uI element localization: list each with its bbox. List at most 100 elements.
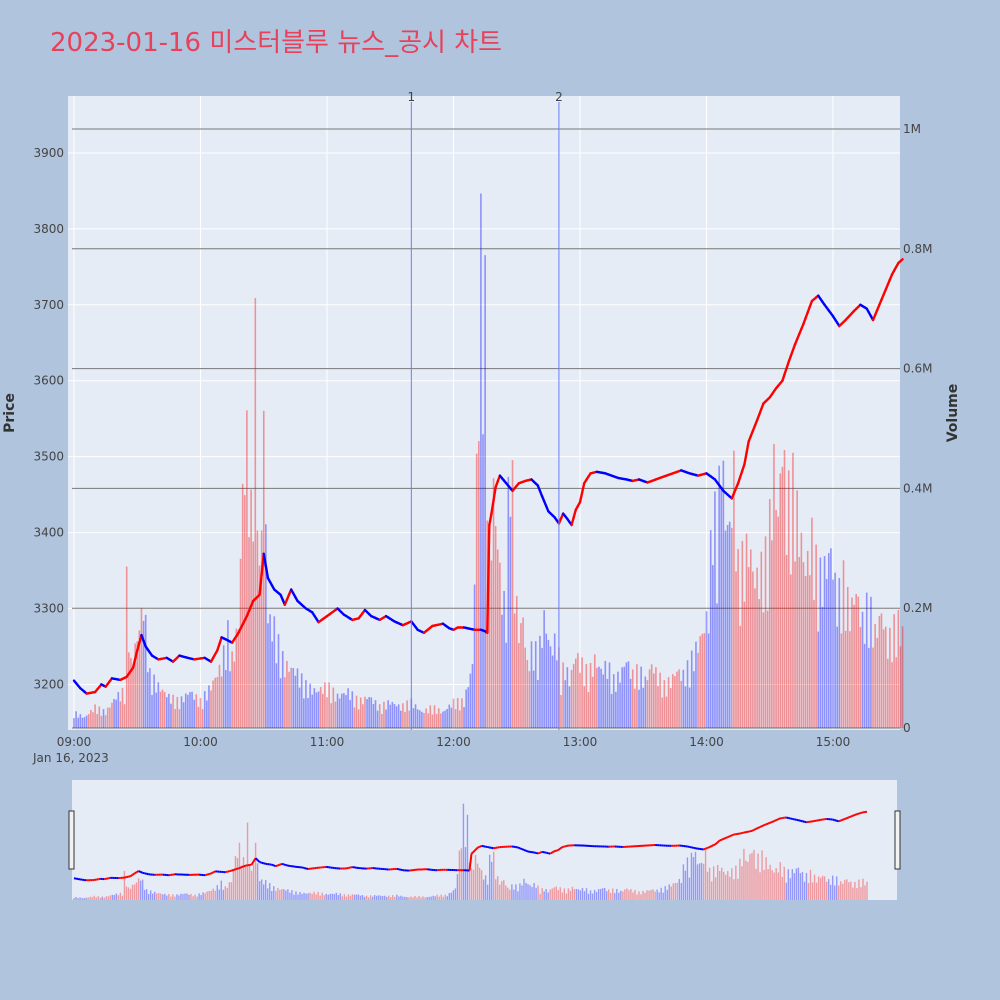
volume-bar — [897, 609, 900, 728]
range-slider-volume-bar — [517, 891, 519, 900]
range-slider-segment — [840, 818, 844, 822]
volume-bar — [210, 690, 212, 728]
range-slider-handle[interactable] — [894, 810, 901, 870]
range-slider-volume-bar — [127, 887, 130, 900]
range-slider-volume-bar — [507, 887, 509, 900]
range-slider-volume-bar — [714, 877, 717, 900]
range-slider-segment — [725, 836, 729, 839]
range-slider-volume-bar — [739, 858, 741, 900]
range-slider-volume-bar — [149, 890, 152, 900]
range-slider-volume-bar — [759, 872, 761, 900]
volume-bar — [511, 460, 514, 728]
range-slider-volume-bar — [135, 882, 138, 900]
volume-bar — [526, 660, 529, 728]
volume-bar — [722, 460, 725, 728]
volume-bar — [168, 693, 170, 728]
volume-bar — [454, 709, 457, 728]
volume-bar — [193, 699, 195, 728]
range-slider-volume-bar — [454, 888, 457, 900]
range-slider-volume-bar — [303, 892, 305, 900]
range-slider-volume-bar — [321, 892, 323, 900]
range-slider-volume-bar — [636, 894, 638, 900]
range-slider-volume-bar — [105, 896, 107, 900]
volume-bar — [475, 453, 478, 728]
volume-bar — [513, 613, 516, 728]
volume-bar — [172, 694, 174, 728]
range-slider-volume-bar — [735, 865, 737, 900]
range-slider-volume-bar — [785, 882, 787, 900]
volume-bar — [225, 670, 227, 728]
volume-bar — [534, 641, 537, 728]
volume-bar — [182, 702, 185, 728]
volume-bar — [855, 594, 857, 728]
range-slider-volume-bar — [252, 864, 255, 900]
range-slider-price — [73, 810, 868, 882]
volume-bar — [496, 549, 499, 728]
range-slider-volume-bar — [823, 876, 826, 900]
range-slider-volume-bar — [765, 857, 767, 900]
range-slider-segment — [717, 839, 721, 844]
volume-bar — [277, 634, 280, 728]
range-slider-volume-bar — [767, 869, 769, 900]
range-slider-volume-bar — [206, 891, 208, 900]
range-slider-segment — [212, 870, 216, 874]
volume-bar — [901, 626, 904, 728]
range-slider-volume-bar — [230, 882, 233, 900]
volume-bar — [602, 674, 604, 728]
range-slider-volume-bar — [539, 894, 541, 900]
volume-bar — [587, 692, 590, 728]
range-slider-volume-bar — [848, 882, 850, 900]
volume-bar — [612, 674, 615, 728]
range-slider-volume-bar — [414, 895, 416, 900]
range-slider-volume-bar — [652, 889, 654, 900]
volume-bar — [659, 672, 661, 728]
range-slider-volume-bar — [139, 880, 142, 900]
volume-bar — [144, 614, 147, 728]
volume-bar — [709, 530, 712, 728]
volume-bar — [813, 600, 815, 728]
range-slider-segment — [850, 814, 854, 818]
volume-bar — [505, 642, 508, 728]
range-slider-volume-bar — [464, 847, 467, 900]
range-slider-volume-bar — [753, 849, 755, 900]
range-slider-volume-bar — [688, 877, 691, 900]
range-slider-volume-bar — [289, 892, 291, 900]
volume-bar — [728, 521, 731, 728]
price-tick-label: 3300 — [33, 602, 64, 616]
range-slider-volume-bar — [654, 891, 656, 900]
range-slider-volume-bar — [398, 896, 400, 900]
range-slider-segment — [802, 820, 805, 823]
volume-bar — [809, 575, 811, 728]
range-slider-volume-bar — [260, 879, 263, 900]
range-slider-handle[interactable] — [68, 810, 75, 870]
volume-bar — [258, 565, 261, 728]
range-slider-volume-bar — [351, 894, 354, 900]
range-slider-volume-bar — [365, 895, 368, 900]
range-slider-volume-bar — [630, 889, 632, 900]
range-slider-volume-bar — [838, 885, 840, 900]
range-slider-volume-bar — [801, 871, 804, 900]
range-slider-volume-bar — [856, 888, 858, 900]
volume-bar — [121, 687, 124, 728]
range-slider-volume-bar — [402, 896, 404, 900]
range-slider-volume-bar — [531, 886, 533, 900]
volume-bar — [503, 590, 505, 728]
range-slider-volume-bar — [662, 892, 664, 900]
range-slider-volume-bar — [313, 891, 315, 900]
volume-bar — [298, 687, 301, 728]
volume-bar — [684, 686, 687, 728]
volume-bar — [180, 696, 183, 728]
range-slider-volume-bar — [733, 879, 735, 900]
volume-bar — [265, 524, 267, 728]
range-slider-volume-bar — [549, 889, 551, 900]
range-slider-segment — [519, 847, 523, 851]
price-candle — [578, 491, 584, 504]
volume-bar — [676, 671, 678, 728]
range-slider-volume-bar — [327, 894, 329, 900]
range-slider-volume-bar — [228, 882, 231, 900]
range-slider-volume-bar — [529, 885, 531, 900]
volume-bar — [239, 558, 242, 728]
range-slider-volume-bar — [250, 870, 253, 900]
volume-bar — [652, 673, 655, 728]
range-slider-volume-bar — [390, 897, 392, 900]
